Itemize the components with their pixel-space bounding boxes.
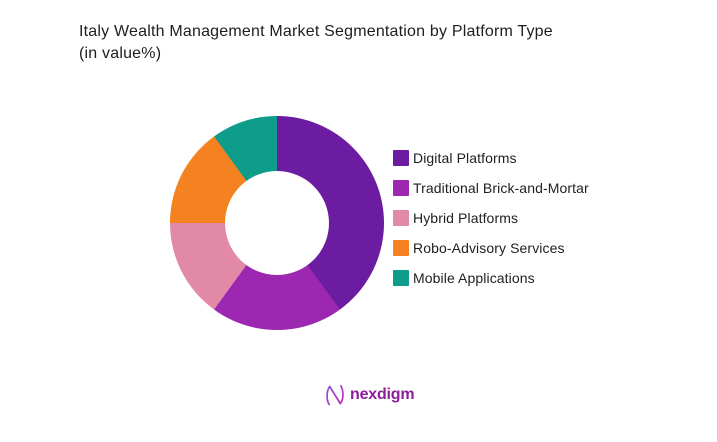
legend-item-hybrid-platforms: Hybrid Platforms — [393, 210, 589, 226]
chart-title: Italy Wealth Management Market Segmentat… — [79, 21, 659, 65]
legend-swatch-hybrid-platforms — [393, 210, 409, 226]
donut-chart — [170, 116, 384, 330]
nexdigm-logo: nexdigm — [323, 382, 415, 408]
chart-title-line1: Italy Wealth Management Market Segmentat… — [79, 23, 553, 40]
legend: Digital Platforms Traditional Brick-and-… — [393, 150, 589, 300]
legend-swatch-digital-platforms — [393, 150, 409, 166]
legend-label: Traditional Brick-and-Mortar — [413, 180, 589, 196]
legend-label: Digital Platforms — [413, 150, 517, 166]
legend-swatch-robo-advisory-services — [393, 240, 409, 256]
legend-label: Robo-Advisory Services — [413, 240, 565, 256]
legend-label: Hybrid Platforms — [413, 210, 519, 226]
legend-item-digital-platforms: Digital Platforms — [393, 150, 589, 166]
legend-label: Mobile Applications — [413, 270, 535, 286]
legend-swatch-traditional-brick-and-mortar — [393, 180, 409, 196]
legend-item-mobile-applications: Mobile Applications — [393, 270, 589, 286]
nexdigm-logo-text: nexdigm — [350, 386, 415, 403]
chart-title-line2: (in value%) — [79, 45, 162, 62]
donut-hole — [225, 171, 329, 275]
legend-swatch-mobile-applications — [393, 270, 409, 286]
nexdigm-logo-icon — [326, 384, 344, 406]
legend-item-robo-advisory-services: Robo-Advisory Services — [393, 240, 589, 256]
legend-item-traditional-brick-and-mortar: Traditional Brick-and-Mortar — [393, 180, 589, 196]
